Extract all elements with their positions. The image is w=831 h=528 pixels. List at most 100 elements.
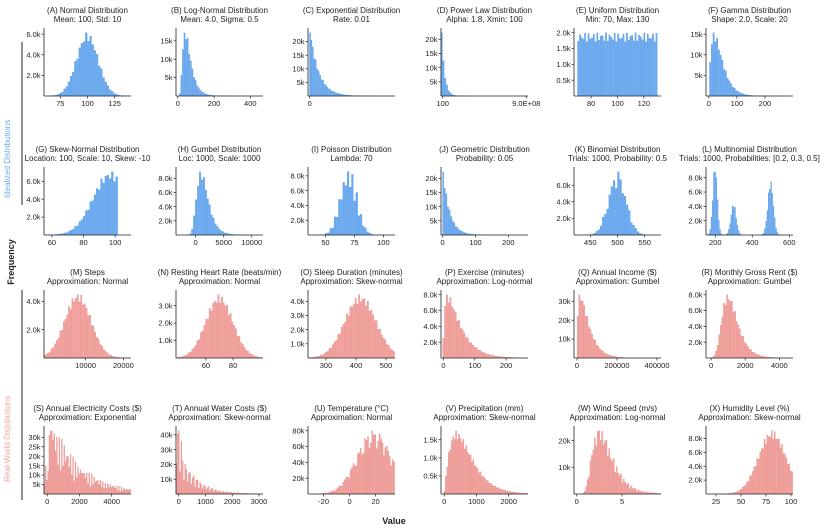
- histogram-bar: [584, 33, 586, 97]
- histogram-bar: [65, 461, 67, 495]
- x-tick-label: 2000: [71, 497, 88, 506]
- histogram-bar: [728, 299, 730, 359]
- y-tick-label: 2.0k: [290, 325, 304, 334]
- histogram-bar: [610, 186, 613, 236]
- panel-title: (U) Temperature (°C): [314, 404, 389, 413]
- histogram-bar: [479, 350, 481, 359]
- histogram-bar: [506, 490, 508, 495]
- histogram-bar: [100, 178, 103, 236]
- histogram-bar: [104, 175, 107, 236]
- histogram-bar: [605, 353, 607, 359]
- y-tick-label: 15k: [160, 36, 172, 45]
- histogram-bar: [92, 326, 95, 359]
- histogram-bar: [586, 479, 589, 495]
- histogram-bar: [606, 41, 609, 97]
- histogram-bar: [598, 40, 600, 97]
- histogram-bar: [580, 300, 582, 359]
- histogram-bar: [59, 330, 62, 359]
- panel-title: (K) Binomial Distribution: [575, 145, 661, 154]
- histogram-bar: [735, 90, 738, 97]
- histogram-bar: [45, 354, 48, 359]
- histogram-bar: [731, 86, 734, 97]
- x-tick-label: 4000: [771, 361, 788, 370]
- histogram-bar: [455, 430, 457, 495]
- panel-r: (R) Monthly Gross Rent ($)Approximation:…: [688, 268, 798, 370]
- panel-t: (T) Annual Water Costs ($)Approximation:…: [160, 404, 270, 506]
- y-axis-label: Frequency: [6, 239, 16, 285]
- histogram-bar: [637, 489, 640, 495]
- histogram-bar: [376, 448, 378, 495]
- histogram-bar: [201, 330, 204, 359]
- histogram-bar: [101, 345, 103, 359]
- histogram-bar: [729, 301, 732, 359]
- histogram-bar: [211, 488, 214, 495]
- histogram-bar: [762, 448, 764, 495]
- histogram-bar: [752, 471, 754, 495]
- histogram-bar: [375, 320, 378, 359]
- y-tick-label: 4.0k: [688, 202, 702, 211]
- histogram-bar: [85, 32, 88, 97]
- histogram-bar: [61, 439, 63, 495]
- histogram-bar: [735, 321, 738, 359]
- histogram-bar: [327, 351, 329, 359]
- histogram-bar: [59, 93, 62, 97]
- histogram-bar: [719, 229, 721, 236]
- histogram-bar: [739, 489, 741, 495]
- histogram-bar: [333, 341, 336, 359]
- histogram-bar: [613, 458, 615, 495]
- x-tick-label: 200: [759, 99, 772, 108]
- y-tick-label: 6.0k: [556, 181, 570, 190]
- histogram-bar: [712, 32, 715, 97]
- histogram-bar: [584, 491, 586, 495]
- y-tick-label: 10k: [160, 475, 172, 484]
- histogram-bar: [208, 308, 211, 359]
- histogram-bar: [210, 310, 213, 359]
- histogram-bar: [598, 430, 600, 495]
- histogram-bar: [69, 75, 73, 97]
- histogram-bar: [89, 201, 92, 236]
- histogram-bar: [444, 305, 446, 359]
- x-tick-label: 600: [783, 238, 796, 247]
- histogram-bar: [81, 473, 83, 495]
- histogram-bar: [621, 193, 624, 236]
- histogram-bar: [322, 80, 324, 97]
- histogram-bar: [462, 439, 464, 495]
- x-tick-label: 25: [712, 497, 720, 506]
- y-tick-label: 6.0k: [290, 186, 304, 195]
- y-tick-label: 10k: [160, 55, 172, 64]
- histogram-bar: [78, 473, 80, 495]
- histogram-bar: [118, 485, 120, 495]
- histogram-bar: [207, 318, 209, 359]
- histogram-bar: [78, 301, 81, 359]
- histogram-bar: [584, 316, 587, 359]
- y-tick-label: 4.0k: [423, 322, 437, 331]
- histogram-bar: [471, 461, 473, 495]
- x-tick-label: 450: [584, 238, 597, 247]
- histogram-bar: [48, 434, 50, 495]
- histogram-bar: [101, 486, 103, 495]
- histogram-bar: [347, 477, 349, 495]
- histogram-bar: [247, 351, 249, 359]
- panel-x: (X) Humidity Level (%)Approximation: Ske…: [688, 404, 801, 506]
- histogram-bar: [374, 434, 376, 495]
- histogram-bar: [67, 456, 69, 495]
- histogram-bar: [607, 354, 609, 359]
- histogram-bar: [201, 179, 203, 236]
- histogram-bar: [477, 350, 480, 359]
- histogram-bar: [633, 488, 635, 495]
- y-tick-label: 6.0k: [423, 306, 437, 315]
- x-tick-label: 400: [350, 361, 363, 370]
- panel-n: (N) Resting Heart Rate (beats/min)Approx…: [158, 268, 282, 370]
- histogram-bar: [357, 453, 359, 495]
- histogram-bar: [760, 448, 763, 495]
- y-tick-label: 8.0k: [688, 290, 702, 299]
- histogram-bar: [746, 481, 748, 495]
- histogram-bar: [621, 482, 624, 495]
- panel-title: (C) Exponential Distribution: [303, 6, 400, 15]
- x-tick-label: 125: [108, 99, 121, 108]
- histogram-bar: [320, 79, 323, 97]
- y-tick-label: 20k: [425, 35, 437, 44]
- histogram-bar: [197, 186, 199, 236]
- histogram-bar: [336, 487, 339, 495]
